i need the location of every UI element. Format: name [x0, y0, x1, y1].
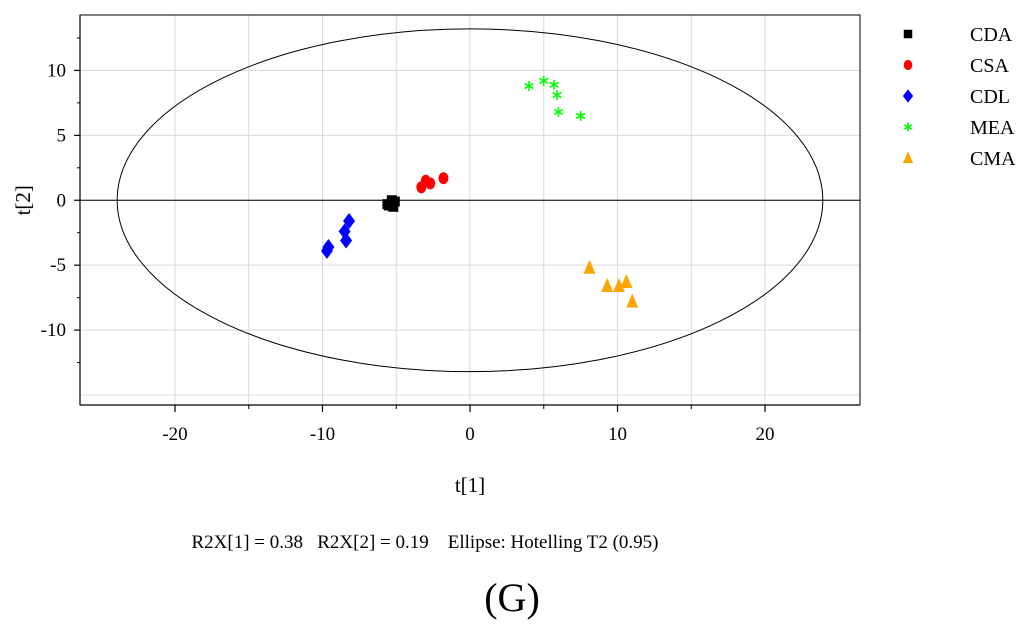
x-tick-label: 20 [756, 424, 775, 445]
point-cma [612, 277, 625, 292]
legend-label-cma: CMA [970, 148, 1016, 170]
point-cma [620, 274, 633, 289]
y-tick-label: 10 [47, 60, 66, 81]
point-cdl [343, 213, 356, 230]
x-tick-label: -20 [162, 424, 187, 445]
x-axis-label: t[1] [455, 473, 485, 497]
legend-marker-cda [903, 29, 913, 39]
model-summary-footnote: R2X[1] = 0.38 R2X[2] = 0.19 Ellipse: Hot… [191, 532, 659, 553]
axis-ticks: -20 -10 0 10 20 -10 -5 0 5 10 [41, 37, 775, 445]
star-stroke [552, 91, 562, 99]
data-points [320, 75, 639, 308]
x-tick-label: -10 [310, 424, 335, 445]
score-plot: -20 -10 0 10 20 -10 -5 0 5 10 t[1] t[2] CDA CSA CDL… [11, 14, 1016, 497]
y-tick-label: -5 [50, 255, 66, 276]
legend-label-cdl: CDL [970, 86, 1010, 108]
point-csa [438, 172, 449, 185]
y-tick-label: 0 [57, 190, 67, 211]
star-stroke [903, 124, 913, 130]
grid-lines [80, 15, 860, 405]
point-mea [549, 79, 559, 90]
point-mea [553, 106, 564, 117]
star-stroke [553, 108, 564, 116]
star-stroke [539, 77, 549, 85]
point-mea [539, 75, 549, 86]
legend-marker-cdl [902, 89, 914, 103]
legend: CDA CSA CDL MEA CMA [902, 24, 1016, 170]
star-stroke [549, 81, 559, 88]
point-cma [601, 277, 614, 292]
y-axis-label: t[2] [11, 185, 35, 215]
point-cma [583, 259, 596, 274]
y-tick-label: 5 [57, 125, 67, 146]
star-stroke [575, 112, 586, 120]
legend-label-cda: CDA [970, 24, 1013, 46]
panel-label: (G) [484, 575, 540, 620]
legend-marker-csa [903, 59, 913, 71]
legend-marker-mea [903, 122, 913, 132]
point-cda [388, 201, 399, 212]
legend-label-mea: MEA [970, 117, 1015, 139]
point-mea [575, 110, 586, 121]
y-tick-label: -10 [41, 320, 66, 341]
point-cda [382, 199, 393, 210]
x-tick-label: 0 [465, 424, 475, 445]
hotelling-ellipse [116, 28, 824, 373]
legend-marker-cma [902, 151, 914, 164]
legend-label-csa: CSA [970, 55, 1009, 77]
point-cma [626, 293, 639, 308]
point-mea [552, 90, 562, 101]
point-mea [524, 81, 534, 92]
x-tick-label: 10 [608, 424, 627, 445]
point-cdl [340, 232, 353, 249]
point-cdl [322, 239, 335, 255]
star-stroke [524, 82, 534, 90]
point-csa [425, 177, 436, 190]
